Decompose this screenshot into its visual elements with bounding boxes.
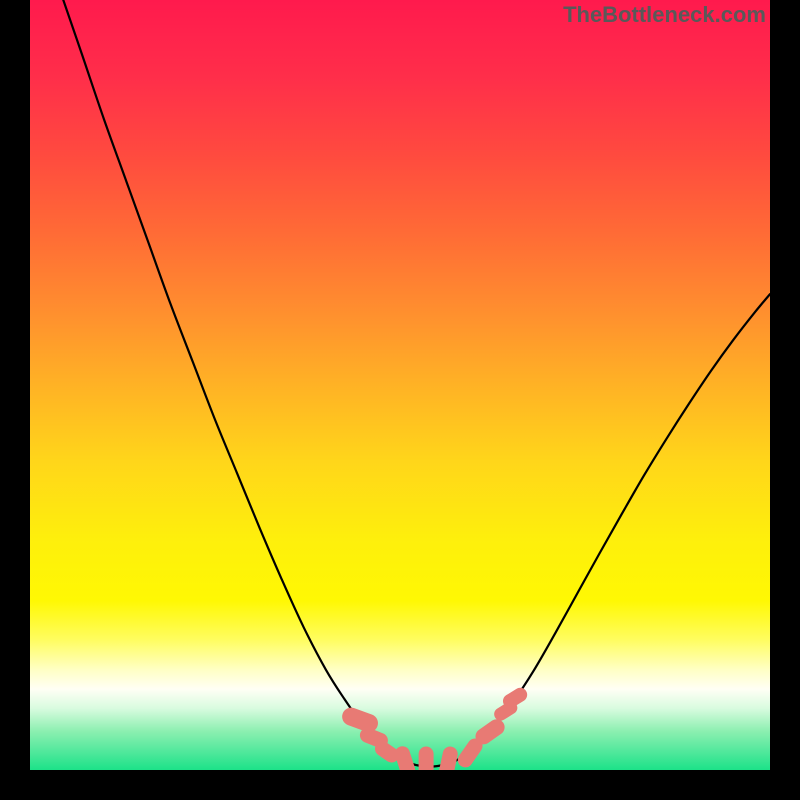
- watermark-text: TheBottleneck.com: [563, 4, 766, 26]
- plot-area: [30, 0, 770, 770]
- bottleneck-curve: [63, 0, 770, 767]
- chart-frame: TheBottleneck.com: [0, 0, 800, 800]
- curve-marker: [418, 747, 433, 770]
- curve-layer: [30, 0, 770, 770]
